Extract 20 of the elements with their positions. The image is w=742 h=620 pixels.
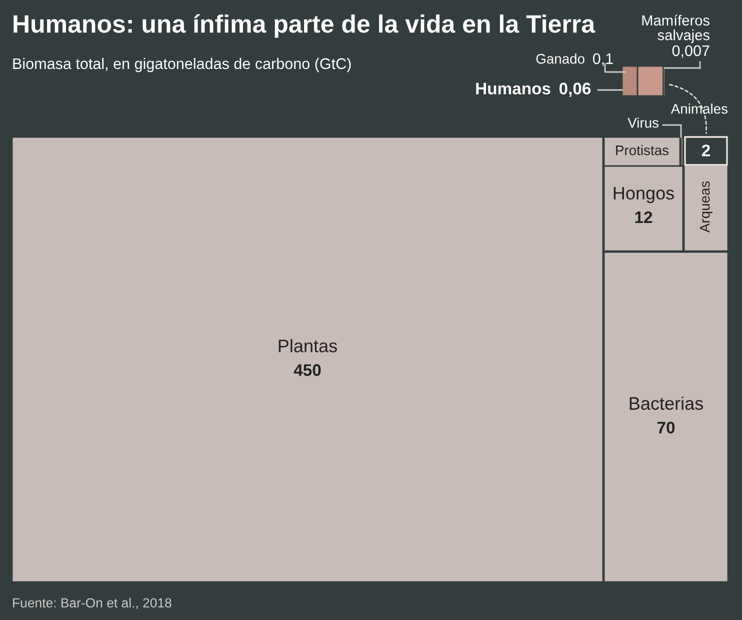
data-label: 0,007 (672, 45, 710, 58)
category-label: Mamíferos salvajes (642, 14, 710, 44)
data-label: 0,06 (559, 82, 591, 97)
text: Biomasa total, en gigatoneladas de carbono (GtC) (13, 58, 351, 72)
category-label: Bacterias (630, 396, 703, 410)
data-label: 450 (294, 364, 321, 376)
category-label: Protistas (616, 145, 669, 156)
category-label: Humanos (476, 82, 550, 94)
category-label: Arqueas (700, 181, 712, 233)
data-label: 70 (657, 422, 675, 434)
category-label: Hongos (614, 186, 674, 204)
text: Humanos: una ínfima parte de la vida en la Tierra (14, 14, 596, 38)
category-label: Plantas (278, 339, 337, 352)
data-label: 2 (702, 144, 710, 156)
category-label: Animales (670, 104, 728, 114)
data-label: 0,1 (592, 53, 613, 66)
category-label: Ganado (536, 54, 584, 64)
category-label: Virus (628, 118, 658, 128)
data-label: 12 (635, 211, 652, 223)
source-note: Fuente: Bar-On et al., 2018 (13, 598, 172, 610)
